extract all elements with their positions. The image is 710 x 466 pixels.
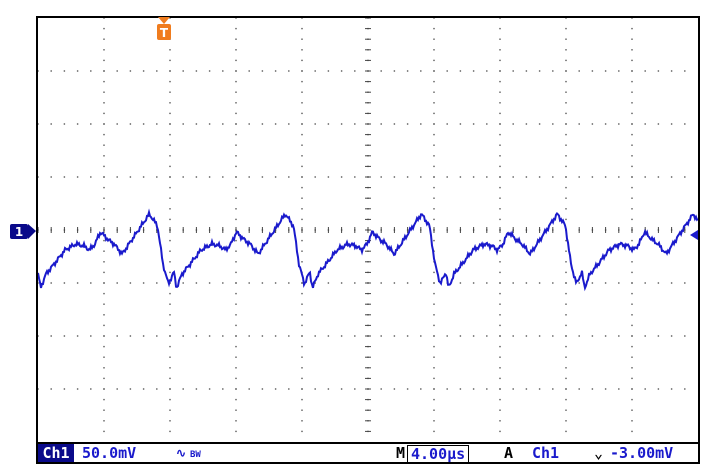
falling-edge-icon: ⌄ xyxy=(594,444,604,462)
ac-coupling-icon: ∿ xyxy=(176,446,187,460)
bandwidth-limit-icon: BW xyxy=(190,450,201,460)
channel-1-ground-marker[interactable]: 1 xyxy=(10,224,36,239)
acquisition-mode-label: A xyxy=(504,444,514,462)
waveform-screen xyxy=(36,16,700,444)
trigger-level-arrow[interactable] xyxy=(690,230,698,240)
main-timebase-label: M xyxy=(396,444,406,462)
channel-1-trace xyxy=(38,208,698,292)
trigger-source-value: Ch1 xyxy=(532,444,560,462)
status-bar: Ch1 50.0mV ∿ BW M 4.00µs A Ch1 ⌄ -3.00mV xyxy=(36,444,700,464)
channel-1-badge[interactable]: Ch1 xyxy=(38,444,74,462)
volts-per-div-value: 50.0mV xyxy=(82,444,137,462)
time-per-div-value: 4.00µs xyxy=(407,445,470,464)
channel-marker-label: 1 xyxy=(15,225,23,239)
trigger-marker-label: T xyxy=(160,26,169,40)
trigger-level-value: -3.00mV xyxy=(610,444,674,462)
graticule xyxy=(38,18,698,433)
trigger-position-marker[interactable]: T xyxy=(157,17,171,40)
